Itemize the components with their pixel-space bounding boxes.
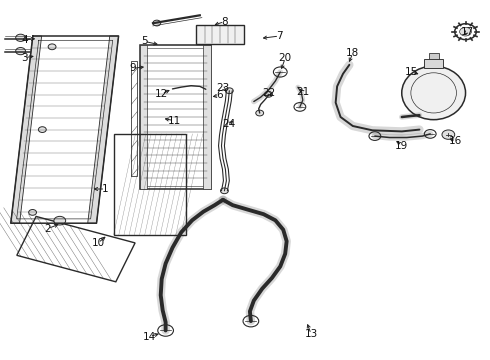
Text: 24: 24	[222, 119, 236, 129]
Text: 17: 17	[460, 27, 474, 37]
Text: 1: 1	[102, 184, 109, 194]
Circle shape	[220, 188, 228, 194]
Text: 4: 4	[21, 35, 28, 45]
Text: 11: 11	[167, 116, 181, 126]
Text: 15: 15	[405, 67, 418, 77]
Bar	[140, 45, 211, 189]
Text: 5: 5	[141, 36, 148, 46]
Circle shape	[153, 20, 161, 26]
Text: 19: 19	[395, 141, 409, 151]
Text: 3: 3	[21, 53, 28, 63]
Circle shape	[460, 27, 471, 36]
Text: 14: 14	[143, 332, 156, 342]
Text: 13: 13	[304, 329, 318, 339]
Text: 8: 8	[221, 17, 228, 27]
Text: 23: 23	[216, 83, 230, 93]
Circle shape	[16, 48, 25, 55]
Circle shape	[48, 44, 56, 50]
Bar	[144, 48, 207, 186]
Text: 21: 21	[296, 87, 310, 97]
Bar	[114, 134, 186, 235]
Text: 6: 6	[216, 90, 223, 100]
Text: 16: 16	[449, 136, 463, 147]
Circle shape	[28, 210, 36, 215]
Ellipse shape	[402, 66, 465, 120]
Bar	[203, 45, 211, 189]
Circle shape	[16, 34, 25, 41]
Text: 2: 2	[45, 224, 51, 234]
Circle shape	[38, 127, 46, 132]
Bar	[424, 59, 443, 68]
Text: 12: 12	[155, 89, 169, 99]
Circle shape	[265, 91, 272, 97]
Bar	[196, 25, 244, 44]
Circle shape	[225, 88, 233, 94]
Polygon shape	[11, 36, 42, 223]
Text: 20: 20	[279, 53, 292, 63]
Circle shape	[54, 216, 66, 225]
Polygon shape	[88, 36, 119, 223]
Text: 10: 10	[92, 238, 104, 248]
Bar	[131, 61, 137, 176]
Text: 22: 22	[262, 88, 275, 98]
Bar	[429, 53, 439, 59]
Circle shape	[442, 130, 455, 139]
Text: 9: 9	[129, 63, 136, 73]
Circle shape	[256, 110, 264, 116]
Bar	[140, 45, 147, 189]
Text: 7: 7	[276, 31, 283, 41]
Text: 18: 18	[346, 48, 360, 58]
